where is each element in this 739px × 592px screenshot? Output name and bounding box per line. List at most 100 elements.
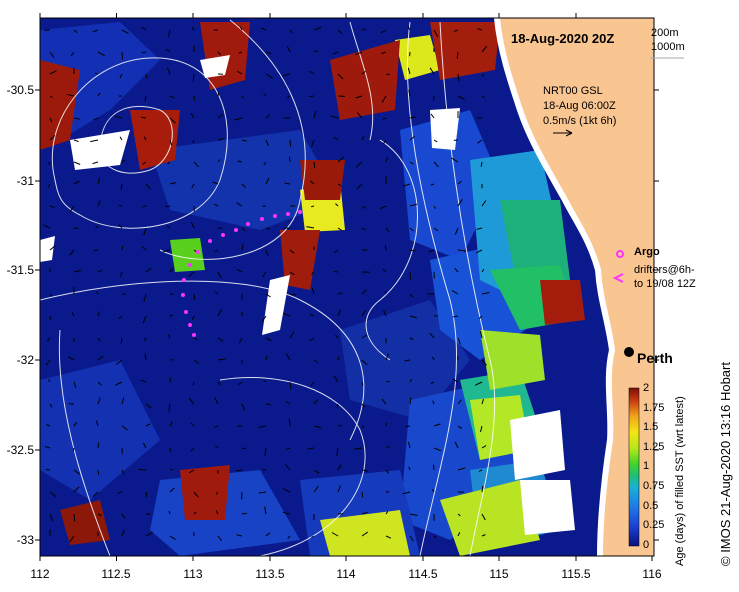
current-vector — [97, 269, 103, 273]
current-vector — [432, 400, 435, 405]
current-vector — [384, 245, 387, 251]
current-vector — [169, 314, 174, 317]
current-vector — [49, 315, 51, 320]
current-vector — [165, 48, 171, 53]
current-vector — [49, 403, 53, 408]
current-vector — [361, 227, 366, 231]
current-vector — [313, 110, 317, 119]
current-vector — [409, 315, 417, 319]
current-vector — [140, 379, 147, 383]
current-vector — [265, 51, 271, 54]
current-vector — [478, 315, 483, 319]
current-vector — [481, 73, 485, 78]
current-vector — [309, 70, 315, 75]
current-vectors — [42, 25, 490, 543]
current-vector — [265, 177, 270, 185]
current-vector — [457, 73, 460, 82]
current-vector — [286, 46, 291, 53]
current-vector — [217, 308, 223, 317]
current-vector — [241, 403, 246, 411]
current-vector — [285, 401, 291, 405]
current-vector — [142, 442, 147, 449]
current-vector — [193, 293, 196, 300]
current-vector — [49, 293, 53, 297]
colorbar-tick: 1 — [643, 460, 650, 472]
current-vector — [336, 447, 339, 456]
map-timestamp-title: 18-Aug-2020 20Z — [511, 31, 615, 46]
y-tick-label: -32 — [16, 353, 34, 367]
cloud-gaps — [40, 55, 575, 535]
current-vector — [73, 486, 80, 493]
current-vector — [265, 293, 271, 298]
current-vector — [361, 359, 368, 366]
current-vector — [361, 28, 366, 31]
current-vector — [97, 513, 102, 517]
current-vector — [289, 29, 292, 34]
current-vector — [308, 95, 315, 98]
current-vector — [140, 116, 147, 119]
x-tick-label: 115 — [489, 567, 509, 581]
current-vector — [258, 425, 267, 428]
current-vector — [263, 93, 267, 97]
current-vector — [217, 92, 220, 97]
current-vector — [265, 249, 269, 257]
current-vector — [215, 491, 219, 495]
current-vector — [282, 511, 291, 515]
current-vector — [238, 337, 243, 344]
current-vector — [264, 506, 267, 515]
current-vector — [47, 183, 51, 188]
current-source-line3: 0.5m/s (1kt 6h) — [543, 115, 617, 127]
current-vector — [335, 334, 339, 339]
current-vector — [169, 535, 176, 541]
current-vector — [120, 183, 123, 190]
current-vector — [241, 227, 246, 232]
current-vector — [48, 161, 51, 165]
current-vector — [69, 249, 75, 256]
current-vector — [337, 73, 344, 80]
current-vector — [337, 485, 341, 493]
y-tick-label: -32.5 — [6, 443, 34, 457]
current-vector — [191, 26, 195, 31]
current-vector — [311, 287, 315, 295]
current-vector — [361, 511, 368, 515]
x-tick-label: 112 — [30, 567, 50, 581]
current-vector — [237, 70, 243, 75]
current-vector — [433, 535, 437, 539]
current-vector — [429, 67, 435, 75]
current-vector — [451, 290, 459, 295]
current-vector — [431, 488, 435, 493]
current-vector — [93, 117, 99, 121]
current-vector — [361, 469, 369, 472]
current-vector — [285, 353, 291, 361]
current-vector — [337, 309, 341, 317]
current-vector — [45, 359, 51, 366]
current-vector — [49, 513, 54, 522]
current-vector — [361, 289, 368, 295]
ssh-contours — [40, 19, 496, 556]
current-vector — [337, 292, 343, 295]
current-vector — [264, 447, 267, 456]
current-vector — [97, 355, 104, 361]
y-tick-label: -33 — [16, 533, 34, 547]
current-vector — [144, 95, 147, 102]
current-vector — [476, 227, 483, 230]
current-vector — [143, 293, 147, 302]
current-vector — [168, 510, 171, 515]
current-vector — [385, 353, 389, 361]
current-vector — [288, 418, 291, 427]
current-vector — [481, 513, 486, 521]
x-tick-label: 112.5 — [101, 567, 131, 581]
current-vector — [121, 397, 125, 405]
current-vector — [475, 249, 483, 254]
current-vector — [433, 161, 439, 168]
current-vector — [457, 513, 461, 517]
current-vector — [114, 115, 123, 119]
current-vector — [217, 381, 222, 385]
current-vector — [289, 331, 295, 339]
colorbar-tick: 2 — [643, 382, 650, 394]
current-vector — [261, 315, 267, 322]
current-vector — [192, 139, 195, 144]
current-vector — [481, 445, 487, 449]
current-vector — [169, 139, 173, 146]
